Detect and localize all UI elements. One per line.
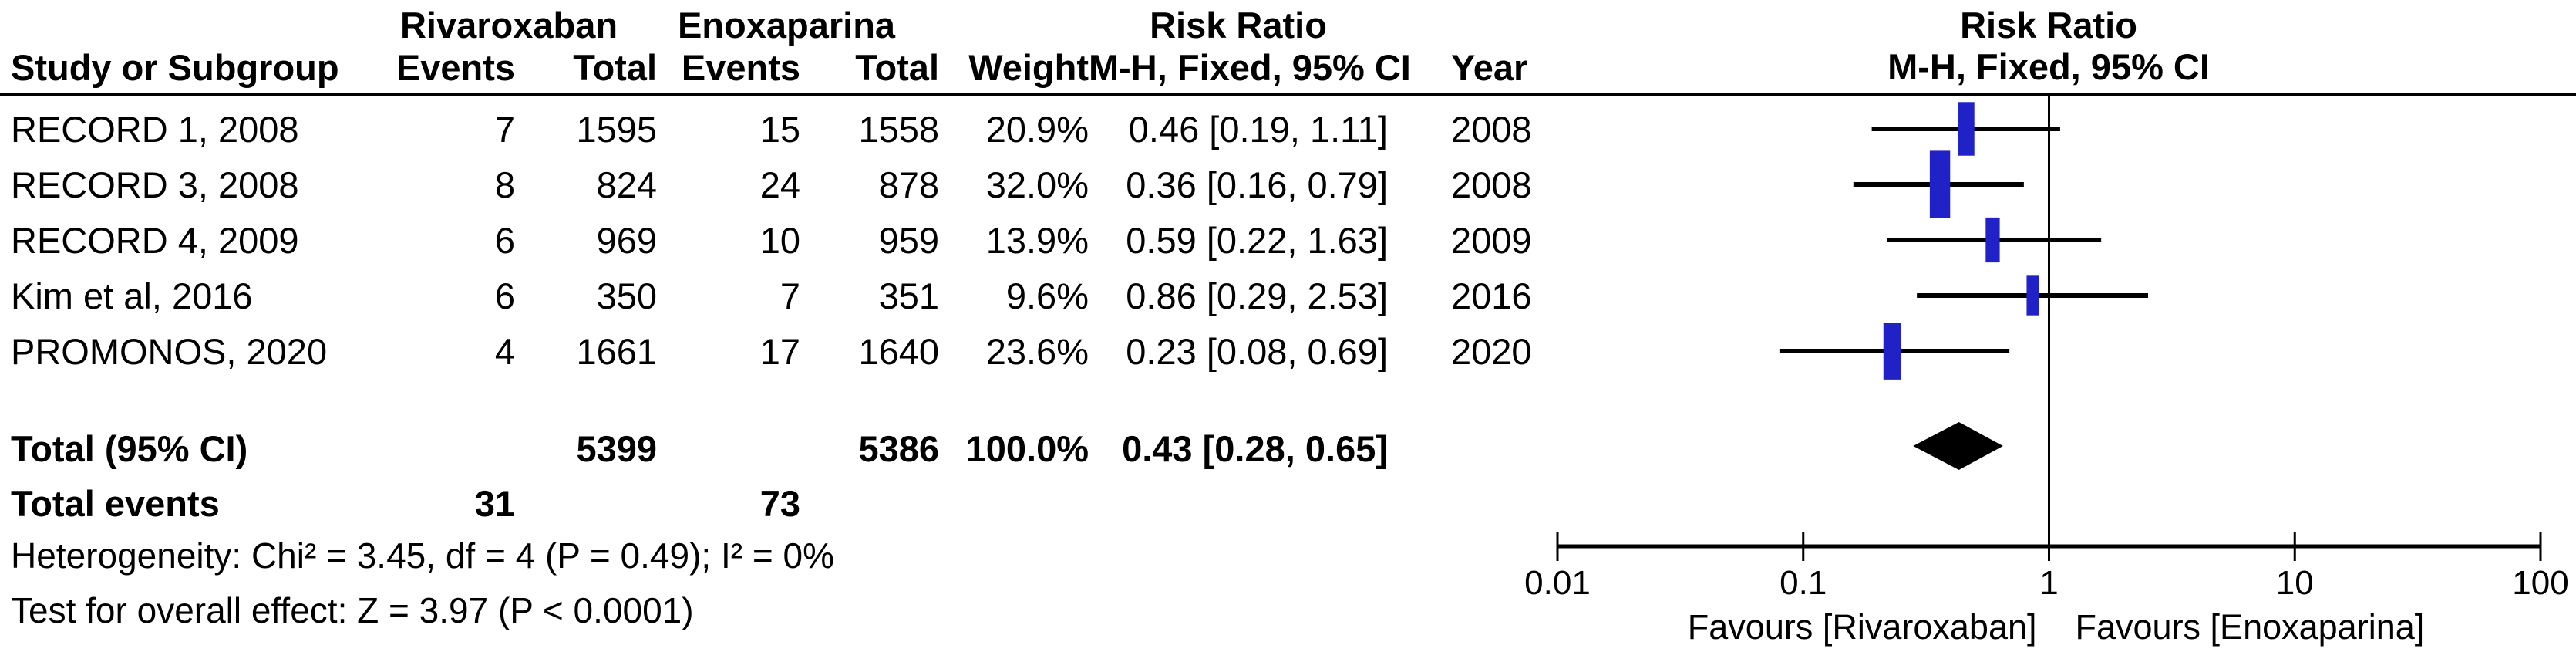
- year: 2008: [1451, 164, 1532, 205]
- weight: 9.6%: [1005, 275, 1089, 316]
- riva-total: 1661: [576, 330, 657, 372]
- study-name: Kim et al, 2016: [11, 275, 253, 316]
- col-header-enoxa-total: Total: [855, 46, 939, 88]
- total-events-row: Total events 31 73: [11, 475, 1562, 531]
- col-header-riva-total: Total: [573, 46, 657, 88]
- plot-header-risk-ratio: Risk Ratio: [1960, 5, 2137, 46]
- study-name: RECORD 4, 2009: [11, 219, 299, 261]
- year: 2008: [1451, 108, 1532, 150]
- study-name: RECORD 1, 2008: [11, 108, 299, 150]
- total-riva-total: 5399: [576, 427, 657, 469]
- riva-events: 6: [494, 275, 515, 316]
- enoxa-total: 1558: [858, 108, 939, 150]
- col-header-year: Year: [1451, 46, 1528, 88]
- weight: 32.0%: [985, 164, 1089, 205]
- svg-text:0.01: 0.01: [1524, 564, 1591, 602]
- riva-events: 4: [494, 330, 515, 372]
- group-header-rivaroxaban: Rivaroxaban: [399, 5, 618, 46]
- enoxa-total: 878: [878, 164, 939, 205]
- group-header-risk-ratio-left: Risk Ratio: [1150, 5, 1327, 46]
- col-header-mh-ci: M-H, Fixed, 95% CI: [1089, 46, 1411, 88]
- svg-text:Favours [Enoxaparina]: Favours [Enoxaparina]: [2076, 607, 2425, 647]
- enoxa-events: 17: [759, 330, 800, 372]
- table-row: RECORD 4, 2009 6 969 10 959 13.9% 0.59 […: [11, 212, 1562, 268]
- weight: 13.9%: [985, 219, 1089, 261]
- enoxa-events: 15: [759, 108, 800, 150]
- svg-text:10: 10: [2276, 564, 2314, 602]
- col-header-weight: Weight: [968, 46, 1089, 88]
- header-rule: [0, 93, 2576, 96]
- study-name: RECORD 3, 2008: [11, 164, 299, 205]
- risk-ratio-ci: 0.59 [0.22, 1.63]: [1126, 219, 1388, 261]
- table-row: RECORD 3, 2008 8 824 24 878 32.0% 0.36 […: [11, 157, 1562, 212]
- study-name: PROMONOS, 2020: [11, 330, 328, 372]
- svg-text:Favours [Rivaroxaban]: Favours [Rivaroxaban]: [1688, 607, 2037, 647]
- group-header-enoxaparina: Enoxaparina: [677, 5, 896, 46]
- total-weight: 100.0%: [965, 427, 1089, 469]
- total-row: Total (95% CI) 5399 5386 100.0% 0.43 [0.…: [11, 421, 1562, 476]
- column-header-row: Study or Subgroup Events Total Events To…: [11, 43, 1562, 91]
- enoxa-total: 351: [878, 275, 939, 316]
- weight: 23.6%: [985, 330, 1089, 372]
- riva-events: 7: [494, 108, 515, 150]
- year: 2009: [1451, 219, 1532, 261]
- year: 2016: [1451, 275, 1532, 316]
- col-header-study: Study or Subgroup: [11, 46, 339, 88]
- total-enoxa-total: 5386: [858, 427, 939, 469]
- total-label: Total (95% CI): [11, 427, 248, 469]
- riva-events: 6: [494, 219, 515, 261]
- enoxa-total: 1640: [858, 330, 939, 372]
- enoxa-events: 24: [759, 164, 800, 205]
- svg-text:1: 1: [2039, 564, 2058, 602]
- year: 2020: [1451, 330, 1532, 372]
- total-events-label: Total events: [11, 482, 220, 524]
- table-row: Kim et al, 2016 6 350 7 351 9.6% 0.86 [0…: [11, 268, 1562, 323]
- riva-total: 969: [596, 219, 657, 261]
- riva-total: 1595: [576, 108, 657, 150]
- col-header-enoxa-events: Events: [681, 46, 800, 88]
- svg-text:100: 100: [2512, 564, 2568, 602]
- riva-total: 824: [596, 164, 657, 205]
- total-risk-ratio-ci: 0.43 [0.28, 0.65]: [1122, 427, 1388, 469]
- riva-events: 8: [494, 164, 515, 205]
- svg-text:0.1: 0.1: [1780, 564, 1827, 602]
- risk-ratio-ci: 0.36 [0.16, 0.79]: [1126, 164, 1388, 205]
- enoxa-total: 959: [878, 219, 939, 261]
- table-row: PROMONOS, 2020 4 1661 17 1640 23.6% 0.23…: [11, 323, 1562, 379]
- enoxa-events: 10: [759, 219, 800, 261]
- table-row: RECORD 1, 2008 7 1595 15 1558 20.9% 0.46…: [11, 101, 1562, 157]
- total-events-enoxa: 73: [759, 482, 800, 524]
- weight: 20.9%: [985, 108, 1089, 150]
- risk-ratio-ci: 0.23 [0.08, 0.69]: [1126, 330, 1388, 372]
- enoxa-events: 7: [780, 275, 800, 316]
- riva-total: 350: [596, 275, 657, 316]
- total-events-riva: 31: [474, 482, 515, 524]
- col-header-riva-events: Events: [396, 46, 515, 88]
- risk-ratio-ci: 0.46 [0.19, 1.11]: [1128, 108, 1388, 150]
- plot-header-mh-fixed-ci: M-H, Fixed, 95% CI: [1887, 46, 2210, 87]
- heterogeneity-text: Heterogeneity: Chi² = 3.45, df = 4 (P = …: [11, 535, 834, 576]
- overall-effect-text: Test for overall effect: Z = 3.97 (P < 0…: [11, 590, 694, 630]
- risk-ratio-ci: 0.86 [0.29, 2.53]: [1126, 275, 1388, 316]
